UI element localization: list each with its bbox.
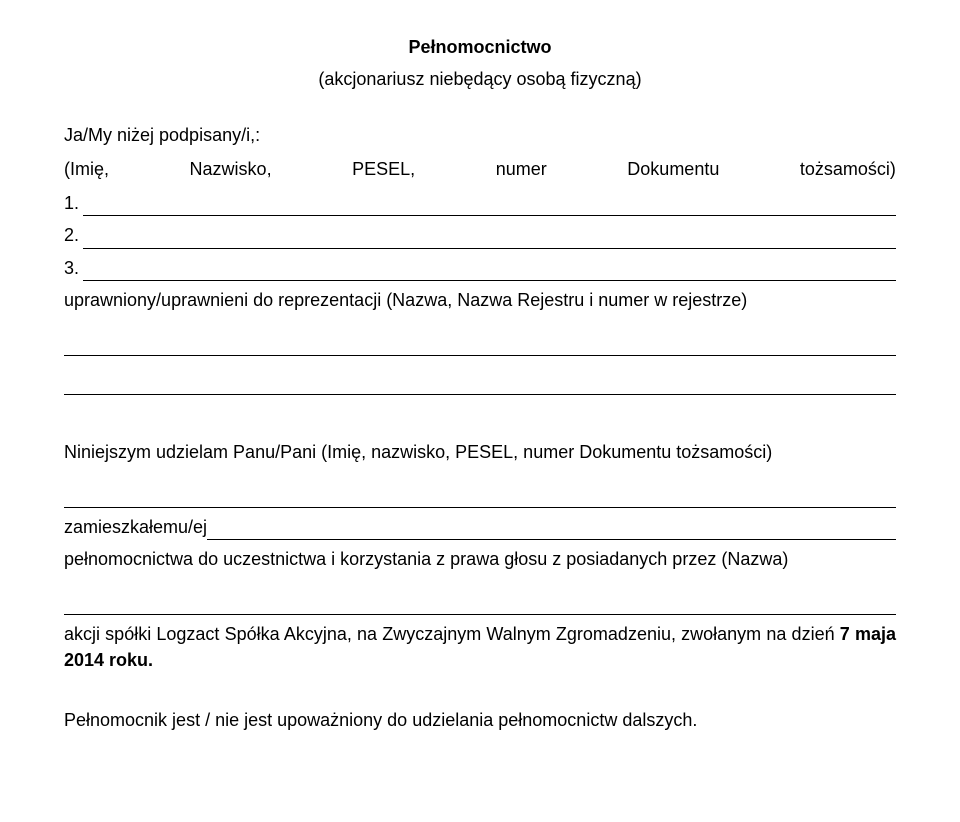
intro-word-numer: numer (496, 156, 547, 182)
footer-text: Pełnomocnik jest / nie jest upoważniony … (64, 707, 896, 733)
intro-word-dokumentu: Dokumentu (627, 156, 719, 182)
intro-word-nazwisko: Nazwisko, (190, 156, 272, 182)
intro-word-imie: (Imię, (64, 156, 109, 182)
grant-blank[interactable] (64, 481, 896, 508)
fill-2[interactable] (83, 230, 896, 249)
residence-line: zamieszkałemu/ej (64, 514, 896, 540)
intro-word-tozsamosci: tożsamości) (800, 156, 896, 182)
intro-line-2: (Imię, Nazwisko, PESEL, numer Dokumentu … (64, 156, 896, 182)
pelnom-blank[interactable] (64, 588, 896, 615)
rep-blank-1[interactable] (64, 329, 896, 356)
doc-title: Pełnomocnictwo (64, 34, 896, 60)
rep-text: uprawniony/uprawnieni do reprezentacji (… (64, 287, 896, 313)
document-page: Pełnomocnictwo (akcjonariusz niebędący o… (0, 0, 960, 822)
intro-word-pesel: PESEL, (352, 156, 415, 182)
blank-line-2: 2. (64, 222, 896, 248)
blank-line-1: 1. (64, 190, 896, 216)
akcji-part1: akcji spółki Logzact Spółka Akcyjna, na … (64, 624, 840, 644)
residence-label: zamieszkałemu/ej (64, 514, 207, 540)
akcji-text: akcji spółki Logzact Spółka Akcyjna, na … (64, 621, 896, 673)
num-3: 3. (64, 255, 79, 281)
num-2: 2. (64, 222, 79, 248)
grant-text: Niniejszym udzielam Panu/Pani (Imię, naz… (64, 439, 896, 465)
num-1: 1. (64, 190, 79, 216)
residence-fill[interactable] (207, 521, 896, 540)
rep-blank-2[interactable] (64, 368, 896, 395)
blank-line-3: 3. (64, 255, 896, 281)
pelnom-text: pełnomocnictwa do uczestnictwa i korzyst… (64, 546, 896, 572)
intro-line-1: Ja/My niżej podpisany/i,: (64, 122, 896, 148)
doc-subtitle: (akcjonariusz niebędący osobą fizyczną) (64, 66, 896, 92)
fill-1[interactable] (83, 197, 896, 216)
fill-3[interactable] (83, 262, 896, 281)
